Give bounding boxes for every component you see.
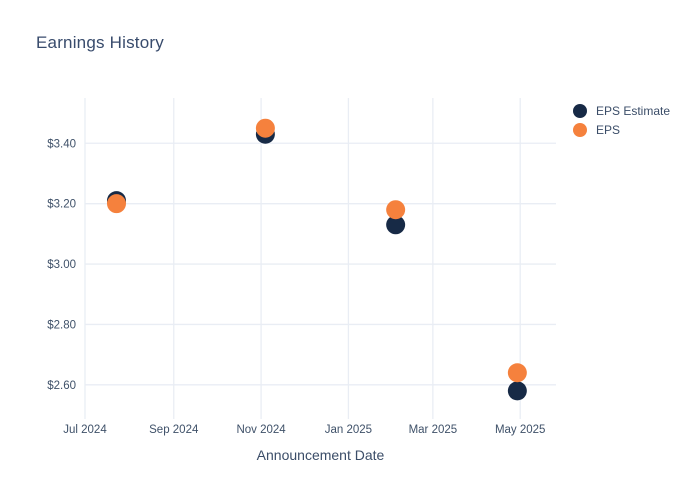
x-tick-label: Jan 2025 xyxy=(325,424,372,436)
x-tick-label: Sep 2024 xyxy=(149,424,199,436)
eps-marker-icon xyxy=(573,123,587,137)
y-tick-label: $3.40 xyxy=(47,138,76,150)
x-axis-title: Announcement Date xyxy=(256,447,385,463)
data-point-eps-estimate[interactable] xyxy=(507,381,527,401)
eps-estimate-marker-icon xyxy=(573,104,587,118)
data-point-eps-estimate[interactable] xyxy=(386,215,406,235)
x-tick-label: Mar 2025 xyxy=(409,424,458,436)
y-tick-label: $3.00 xyxy=(47,259,76,271)
legend: EPS Estimate EPS xyxy=(573,104,670,142)
x-tick-label: Jul 2024 xyxy=(63,424,107,436)
x-tick-label: Nov 2024 xyxy=(236,424,286,436)
data-point-eps[interactable] xyxy=(255,118,275,138)
data-point-eps[interactable] xyxy=(106,194,126,214)
legend-label-eps: EPS xyxy=(596,123,621,137)
y-tick-label: $3.20 xyxy=(47,199,76,211)
legend-label-eps-estimate: EPS Estimate xyxy=(596,104,671,118)
x-tick-label: May 2025 xyxy=(495,424,546,436)
data-point-eps[interactable] xyxy=(386,200,406,220)
data-point-eps[interactable] xyxy=(507,363,527,383)
chart-title: Earnings History xyxy=(36,33,164,52)
legend-item-eps-estimate[interactable]: EPS Estimate xyxy=(573,104,670,118)
legend-item-eps[interactable]: EPS xyxy=(573,123,670,137)
y-tick-label: $2.60 xyxy=(47,380,76,392)
y-tick-label: $2.80 xyxy=(47,319,76,331)
